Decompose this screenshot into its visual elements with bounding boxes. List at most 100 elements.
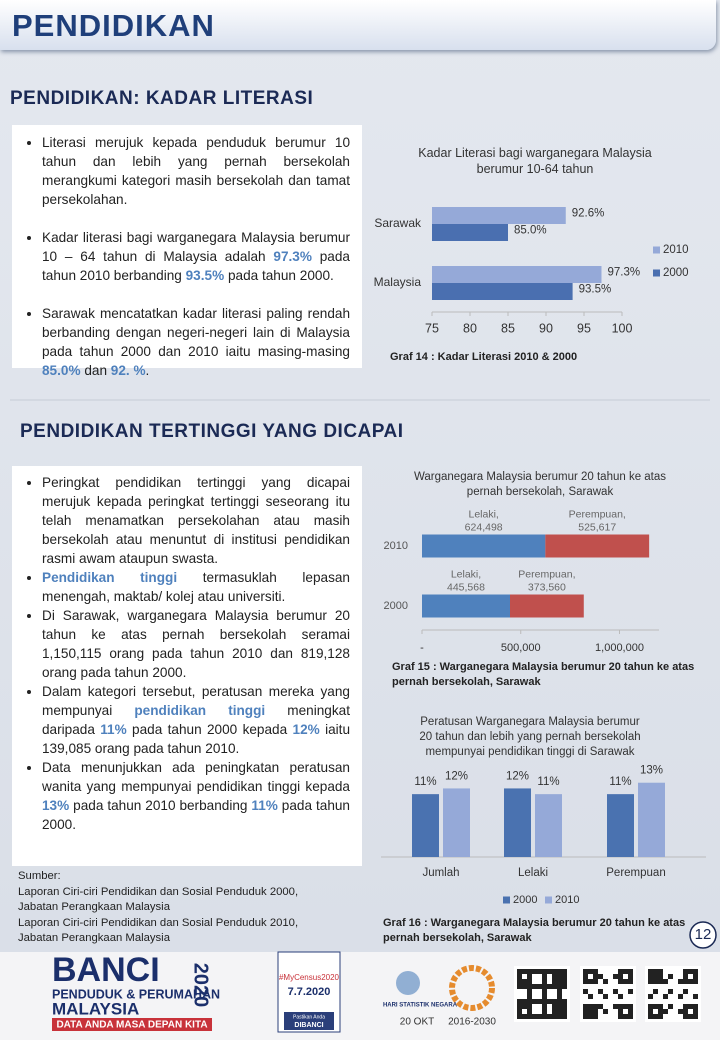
qr-cell — [668, 974, 673, 979]
highlight: 93.5% — [185, 268, 225, 283]
qr-cell — [527, 979, 532, 984]
qr-cell — [517, 984, 522, 989]
footer-text: DATA ANDA MASA DEPAN KITA — [56, 1020, 207, 1031]
qr-cell — [653, 969, 658, 974]
value-label: 11% — [414, 776, 436, 788]
qr-cell — [547, 969, 552, 974]
source-line: Laporan Ciri-ciri Pendidikan dan Sosial … — [18, 916, 299, 929]
qr-cell — [683, 969, 688, 974]
value-label: 11% — [537, 776, 559, 788]
value-label: Lelaki, 624,498 — [465, 508, 503, 533]
qr-cell — [628, 989, 633, 994]
source-line: Jabatan Perangkaan Malaysia — [18, 932, 170, 944]
x-tick-label: 1,000,000 — [595, 642, 644, 654]
qr-cell — [653, 979, 658, 984]
qr-cell — [527, 1014, 532, 1019]
x-tick-label: Jumlah — [422, 867, 459, 879]
section-title: PENDIDIKAN: KADAR LITERASI — [10, 88, 314, 109]
text: Di Sarawak, warganegara Malaysia berumur… — [42, 608, 350, 680]
qr-cell — [532, 999, 537, 1004]
qr-cell — [623, 1014, 628, 1019]
footer-text: MALAYSIA — [52, 999, 139, 1018]
qr-cell — [537, 969, 542, 974]
qr-cell — [628, 974, 633, 979]
footer: BANCI PENDUDUK & PERUMAHAN MALAYSIA 2020… — [0, 951, 720, 1040]
qr-cell — [588, 1004, 593, 1009]
text: dan — [80, 363, 111, 378]
bar — [535, 794, 562, 857]
qr-cell — [678, 994, 683, 999]
qr-cell — [547, 1014, 552, 1019]
qr-cell — [603, 979, 608, 984]
qr-cell — [522, 999, 527, 1004]
qr-cell — [683, 1004, 688, 1009]
qr-cell — [532, 969, 537, 974]
chart-caption: Graf 14 : Kadar Literasi 2010 & 2000 — [390, 351, 578, 363]
bar — [432, 283, 573, 300]
value-label: 12% — [445, 770, 468, 782]
qr-cell — [557, 974, 562, 979]
qr-cell — [527, 994, 532, 999]
qr-cell — [532, 1014, 537, 1019]
qr-cell — [517, 999, 522, 1004]
footer-text: DIBANCI — [294, 1022, 323, 1029]
qr-cell — [618, 969, 623, 974]
qr-cell — [683, 974, 688, 979]
qr-cell — [542, 1009, 547, 1014]
qr-cell — [653, 989, 658, 994]
qr-cell — [593, 969, 598, 974]
qr-cell — [562, 1004, 567, 1009]
x-tick-label: Perempuan — [606, 867, 665, 879]
qr-cell — [583, 969, 588, 974]
chart-title: Peratusan Warganegara Malaysia berumur 2… — [419, 716, 641, 758]
bullet-list: Literasi merujuk kepada penduduk berumur… — [24, 133, 350, 380]
y-tick-label: 2010 — [384, 540, 408, 552]
qr-cell — [542, 969, 547, 974]
bar — [412, 794, 439, 857]
qr-cell — [552, 969, 557, 974]
legend-swatch — [653, 246, 660, 254]
qr-cell — [562, 1009, 567, 1014]
source-line: Laporan Ciri-ciri Pendidikan dan Sosial … — [18, 885, 299, 898]
x-tick-label: 500,000 — [501, 642, 541, 654]
qr-cell — [648, 994, 653, 999]
y-tick-label: Malaysia — [374, 275, 422, 289]
qr-cell — [552, 1009, 557, 1014]
value-label: 85.0% — [514, 225, 547, 237]
qr-cell — [547, 999, 552, 1004]
qr-cell — [542, 999, 547, 1004]
qr-cell — [527, 984, 532, 989]
value-label: Perempuan, 373,560 — [518, 568, 575, 593]
page-number-circle — [689, 921, 717, 949]
bar — [607, 794, 634, 857]
bar — [509, 594, 584, 618]
qr-cell — [588, 969, 593, 974]
chart-caption: Graf 15 : Warganegara Malaysia berumur 2… — [392, 661, 695, 688]
qr-cell — [583, 989, 588, 994]
qr-cell — [557, 984, 562, 989]
bar — [422, 594, 510, 618]
qr-cell — [628, 969, 633, 974]
page-number: 12 — [695, 926, 712, 943]
chart-title: Kadar Literasi bagi warganegara Malaysia… — [418, 146, 652, 176]
qr-cell — [648, 979, 653, 984]
qr-cell — [562, 969, 567, 974]
qr-cell — [542, 979, 547, 984]
x-tick-label: 95 — [577, 321, 591, 335]
qr-cell — [623, 1004, 628, 1009]
qr-cell — [542, 1014, 547, 1019]
qr-codes — [514, 966, 701, 1022]
qr-cell — [613, 974, 618, 979]
qr-cell — [628, 979, 633, 984]
legend-swatch — [545, 896, 552, 904]
text: pada tahun 2010 berbanding — [42, 249, 350, 283]
bar — [432, 207, 566, 224]
qr-cell — [557, 989, 562, 994]
bullet: Literasi merujuk kepada penduduk berumur… — [42, 133, 350, 209]
text: Peringkat pendidikan tertinggi yang dica… — [42, 475, 350, 566]
qr-cell — [618, 1014, 623, 1019]
qr-cell — [517, 979, 522, 984]
qr-cell — [562, 999, 567, 1004]
qr-cell — [688, 969, 693, 974]
